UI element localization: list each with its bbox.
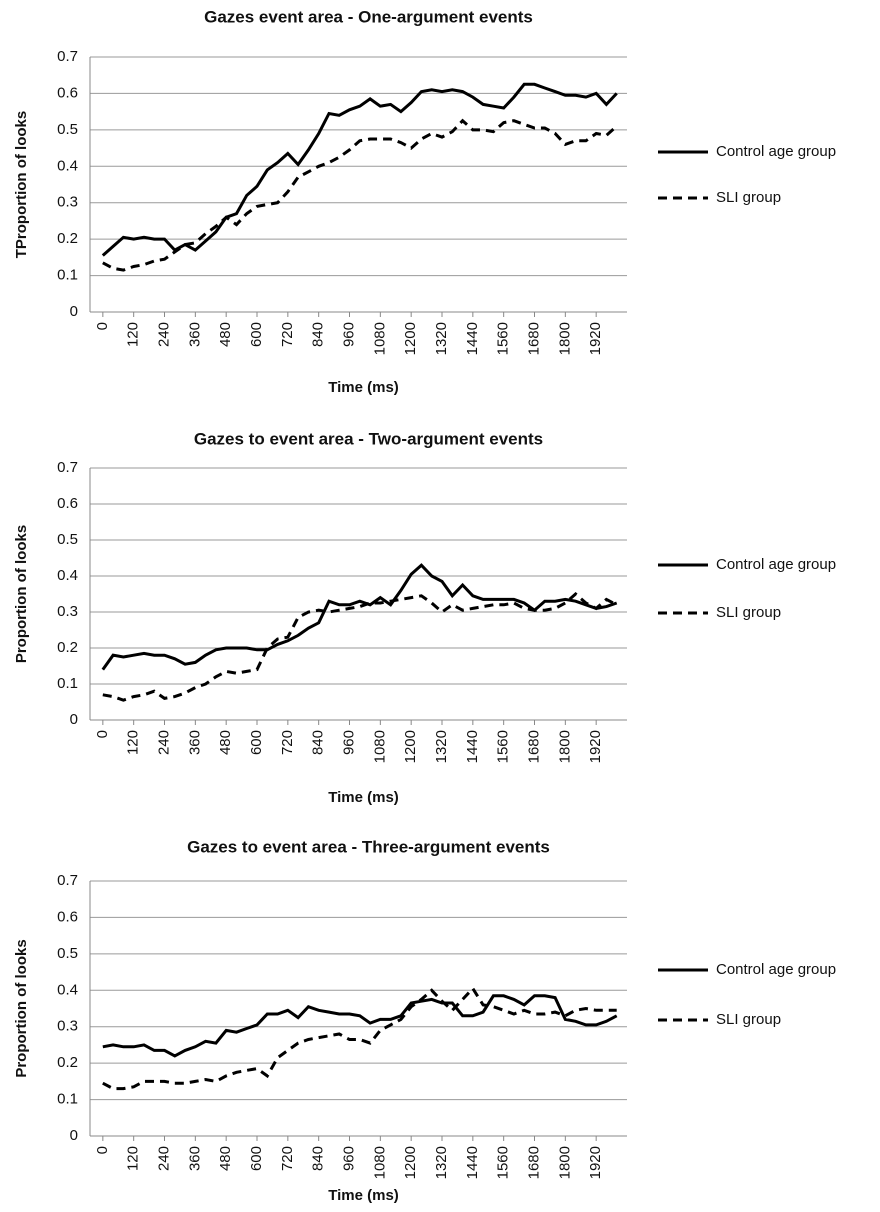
y-tick-label: 0.1 <box>57 1091 78 1108</box>
x-axis-label: Time (ms) <box>328 1187 399 1204</box>
y-tick-label: 0.5 <box>57 531 78 548</box>
series-line <box>101 563 618 671</box>
x-tick-label: 1320 <box>433 322 450 355</box>
y-tick-label: 0 <box>70 303 78 320</box>
x-tick-label: 960 <box>340 730 357 755</box>
x-axis-label: Time (ms) <box>328 379 399 396</box>
x-tick-label: 720 <box>279 1146 296 1171</box>
x-tick-label: 360 <box>186 730 203 755</box>
y-axis-label: Proportion of looks <box>13 525 30 663</box>
x-tick-label: 1200 <box>402 322 419 355</box>
y-tick-label: 0.2 <box>57 639 78 656</box>
x-tick-label: 1560 <box>495 1146 512 1179</box>
x-tick-label: 840 <box>310 1146 327 1171</box>
series-line <box>101 82 618 257</box>
chart-title: Gazes to event area - Three-argument eve… <box>187 837 550 856</box>
y-tick-label: 0.1 <box>57 267 78 284</box>
legend-label: Control age group <box>716 961 836 978</box>
y-tick-label: 0.6 <box>57 84 78 101</box>
y-tick-label: 0.2 <box>57 230 78 247</box>
series-line <box>102 986 617 1091</box>
y-tick-label: 0.1 <box>57 675 78 692</box>
x-tick-label: 960 <box>340 1146 357 1171</box>
x-tick-label: 1440 <box>464 1146 481 1179</box>
x-tick-label: 480 <box>217 730 234 755</box>
x-tick-label: 1920 <box>587 1146 604 1179</box>
y-tick-label: 0 <box>70 1127 78 1144</box>
x-tick-label: 0 <box>94 1146 111 1154</box>
y-tick-label: 0.2 <box>57 1054 78 1071</box>
x-tick-label: 1560 <box>495 730 512 763</box>
legend-label: SLI group <box>716 189 781 206</box>
y-tick-label: 0.4 <box>57 157 78 174</box>
x-tick-label: 1080 <box>371 322 388 355</box>
x-tick-label: 600 <box>248 322 265 347</box>
x-tick-label: 960 <box>340 322 357 347</box>
y-axis-label: TProportion of looks <box>13 111 30 259</box>
y-tick-label: 0.7 <box>57 459 78 476</box>
x-tick-label: 840 <box>310 322 327 347</box>
x-tick-label: 1080 <box>371 1146 388 1179</box>
x-tick-label: 240 <box>155 730 172 755</box>
y-tick-label: 0.7 <box>57 872 78 889</box>
x-tick-label: 600 <box>248 730 265 755</box>
x-tick-label: 1920 <box>587 730 604 763</box>
x-tick-label: 1200 <box>402 1146 419 1179</box>
x-tick-label: 600 <box>248 1146 265 1171</box>
y-tick-label: 0.6 <box>57 908 78 925</box>
y-tick-label: 0.3 <box>57 194 78 211</box>
y-tick-label: 0.6 <box>57 495 78 512</box>
y-axis-label: Proportion of looks <box>13 939 30 1077</box>
y-tick-label: 0.3 <box>57 603 78 620</box>
y-tick-label: 0.4 <box>57 981 78 998</box>
x-axis-label: Time (ms) <box>328 789 399 806</box>
y-tick-label: 0.5 <box>57 945 78 962</box>
x-tick-label: 1680 <box>525 322 542 355</box>
x-tick-label: 1800 <box>556 1146 573 1179</box>
x-tick-label: 1080 <box>371 730 388 763</box>
x-tick-label: 240 <box>155 322 172 347</box>
series-line <box>102 994 618 1058</box>
x-tick-label: 1200 <box>402 730 419 763</box>
legend-label: SLI group <box>716 1011 781 1028</box>
x-tick-label: 720 <box>279 730 296 755</box>
series-line <box>102 592 618 702</box>
x-tick-label: 120 <box>125 1146 142 1171</box>
y-tick-label: 0.4 <box>57 567 78 584</box>
chart-title: Gazes event area - One-argument events <box>204 7 533 26</box>
series-line <box>102 118 618 272</box>
x-tick-label: 0 <box>94 730 111 738</box>
legend-label: Control age group <box>716 556 836 573</box>
chart-title: Gazes to event area - Two-argument event… <box>194 429 543 448</box>
y-tick-label: 0.7 <box>57 48 78 65</box>
x-tick-label: 480 <box>217 1146 234 1171</box>
x-tick-label: 480 <box>217 322 234 347</box>
y-tick-label: 0.5 <box>57 121 78 138</box>
x-tick-label: 1560 <box>495 322 512 355</box>
x-tick-label: 1440 <box>464 322 481 355</box>
x-tick-label: 1680 <box>525 730 542 763</box>
y-tick-label: 0 <box>70 711 78 728</box>
x-tick-label: 720 <box>279 322 296 347</box>
x-tick-label: 240 <box>155 1146 172 1171</box>
x-tick-label: 840 <box>310 730 327 755</box>
x-tick-label: 1320 <box>433 1146 450 1179</box>
x-tick-label: 1800 <box>556 730 573 763</box>
x-tick-label: 120 <box>125 322 142 347</box>
x-tick-label: 360 <box>186 322 203 347</box>
x-tick-label: 1920 <box>587 322 604 355</box>
legend-label: SLI group <box>716 604 781 621</box>
x-tick-label: 1320 <box>433 730 450 763</box>
x-tick-label: 360 <box>186 1146 203 1171</box>
y-tick-label: 0.3 <box>57 1018 78 1035</box>
x-tick-label: 1440 <box>464 730 481 763</box>
legend-label: Control age group <box>716 143 836 160</box>
x-tick-label: 1800 <box>556 322 573 355</box>
x-tick-label: 0 <box>94 322 111 330</box>
x-tick-label: 1680 <box>525 1146 542 1179</box>
x-tick-label: 120 <box>125 730 142 755</box>
